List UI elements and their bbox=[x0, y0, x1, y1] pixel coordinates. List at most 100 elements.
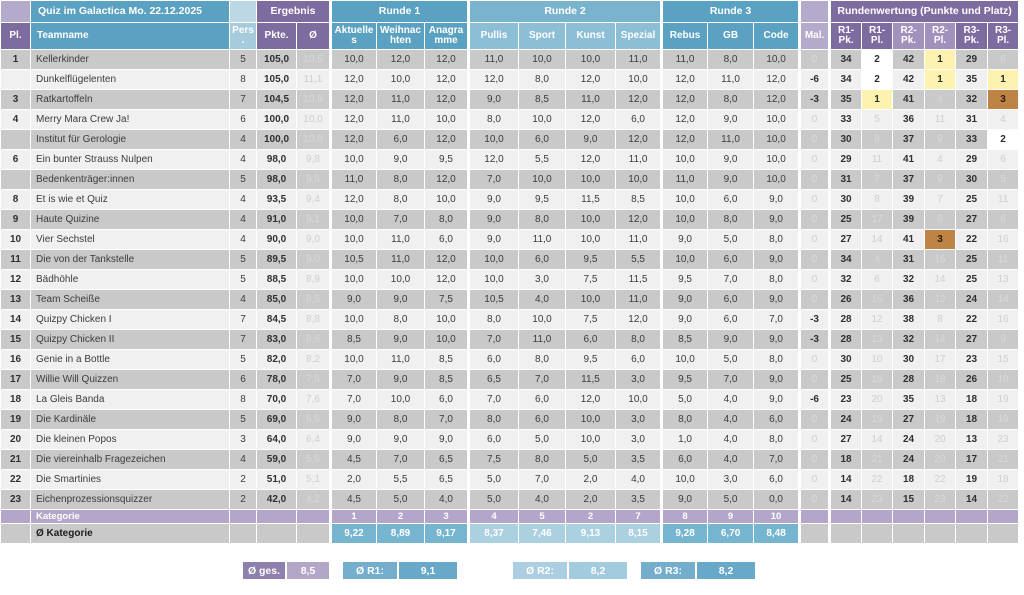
runde3-score-cell: 6,0 bbox=[707, 189, 755, 210]
malus-cell: 0 bbox=[798, 289, 831, 310]
runde2-score-cell: 10,0 bbox=[565, 209, 616, 230]
col-header-weihnachten: Weihnachten bbox=[376, 22, 425, 50]
avg-total-pill: Ø ges. 8,5 bbox=[242, 561, 330, 580]
runde3-score-cell: 4,0 bbox=[707, 409, 755, 430]
r1pk-cell: 29 bbox=[828, 149, 863, 170]
pers-cell: 8 bbox=[229, 69, 257, 90]
runde2-score-cell: 6,0 bbox=[467, 349, 519, 370]
runde3-score-cell: 9,0 bbox=[660, 489, 709, 510]
runde1-score-cell: 2,0 bbox=[329, 469, 377, 490]
points-cell: 105,0 bbox=[256, 49, 297, 70]
rank-cell: 8 bbox=[0, 189, 31, 210]
runde2-score-cell: 7,5 bbox=[467, 449, 519, 470]
malus-cell: 0 bbox=[798, 229, 831, 250]
points-cell: 70,0 bbox=[256, 389, 297, 410]
points-cell: 42,0 bbox=[256, 489, 297, 510]
points-cell: 91,0 bbox=[256, 209, 297, 230]
runde2-score-cell: 10,0 bbox=[518, 309, 566, 330]
r2pk-cell: 27 bbox=[892, 409, 926, 430]
r2pk-cell: 28 bbox=[892, 369, 926, 390]
r3pk-cell: 32 bbox=[955, 89, 989, 110]
col-header-r2pk: R2-Pk. bbox=[892, 22, 926, 50]
runde1-score-cell: 8,0 bbox=[424, 209, 469, 230]
pers-cell: 5 bbox=[229, 269, 257, 290]
runde2-score-cell: 10,0 bbox=[518, 109, 566, 130]
runde2-score-cell: 12,0 bbox=[565, 109, 616, 130]
r3pl-cell: 4 bbox=[987, 109, 1020, 130]
average-empty-cell bbox=[256, 523, 297, 544]
avg-r1-pill: Ø R1: 9,1 bbox=[342, 561, 458, 580]
runde2-score-cell: 7,5 bbox=[565, 309, 616, 330]
col-header-r3pl: R3-Pl. bbox=[987, 22, 1020, 50]
runde3-score-cell: 9,0 bbox=[707, 169, 755, 190]
r1pk-cell: 30 bbox=[828, 129, 863, 150]
rank-cell: 17 bbox=[0, 369, 31, 390]
teamname-cell: Institut für Gerologie bbox=[30, 129, 230, 150]
r2pk-cell: 41 bbox=[892, 149, 926, 170]
runde1-score-cell: 6,5 bbox=[424, 449, 469, 470]
r3pl-cell: 6 bbox=[987, 149, 1020, 170]
rank-cell: 4 bbox=[0, 109, 31, 130]
runde2-score-cell: 7,0 bbox=[467, 389, 519, 410]
teamname-cell: Die Smartinies bbox=[30, 469, 230, 490]
runde3-score-cell: 6,0 bbox=[660, 449, 709, 470]
teamname-cell: Team Scheiße bbox=[30, 289, 230, 310]
r1pl-cell: 11 bbox=[861, 149, 894, 170]
runde3-score-cell: 8,0 bbox=[707, 209, 755, 230]
malus-cell: 0 bbox=[798, 269, 831, 290]
category-average-cell: 8,48 bbox=[753, 523, 801, 544]
malus-cell: 0 bbox=[798, 409, 831, 430]
r1pk-cell: 14 bbox=[828, 469, 863, 490]
r2pk-cell: 42 bbox=[892, 49, 926, 70]
r2pl-cell: 22 bbox=[924, 469, 957, 490]
r2pk-cell: 32 bbox=[892, 329, 926, 350]
r1pl-cell: 23 bbox=[861, 489, 894, 510]
pers-cell: 4 bbox=[229, 189, 257, 210]
runde3-score-cell: 7,0 bbox=[753, 449, 801, 470]
runde1-score-cell: 9,0 bbox=[329, 289, 377, 310]
avg-cell: 8,9 bbox=[296, 269, 331, 290]
runde2-score-cell: 5,5 bbox=[614, 249, 663, 270]
r2pl-cell: 1 bbox=[924, 49, 957, 70]
category-average-cell: 7,46 bbox=[518, 523, 566, 544]
runde2-score-cell: 12,0 bbox=[565, 69, 616, 90]
runde2-score-cell: 12,0 bbox=[614, 209, 663, 230]
avg-cell: 9,8 bbox=[296, 149, 331, 170]
kategorie-number-cell: 3 bbox=[424, 509, 469, 524]
r2pk-cell: 31 bbox=[892, 249, 926, 270]
runde2-score-cell: 9,0 bbox=[467, 189, 519, 210]
team-row: Bedenkenträger:innen 5 98,0 9,8 11,0 8,0 12,0 7… bbox=[0, 169, 1020, 190]
kategorie-label: Kategorie bbox=[30, 509, 230, 524]
col-header-pkte: Pkte. bbox=[256, 22, 297, 50]
r3pl-cell: 10 bbox=[987, 369, 1020, 390]
teamname-cell: Die von der Tankstelle bbox=[30, 249, 230, 270]
r3pk-cell: 18 bbox=[955, 389, 989, 410]
r2pk-cell: 42 bbox=[892, 69, 926, 90]
r1pl-cell: 21 bbox=[861, 449, 894, 470]
runde2-score-cell: 5,5 bbox=[518, 149, 566, 170]
teamname-cell: Eichenprozessionsquizzer bbox=[30, 489, 230, 510]
runde2-score-cell: 5,0 bbox=[518, 429, 566, 450]
runde3-score-cell: 9,5 bbox=[660, 269, 709, 290]
runde1-score-cell: 4,5 bbox=[329, 489, 377, 510]
average-empty-cell bbox=[828, 523, 863, 544]
runde2-score-cell: 6,0 bbox=[614, 349, 663, 370]
r3pk-cell: 25 bbox=[955, 189, 989, 210]
col-header-r1pl: R1-Pl. bbox=[861, 22, 894, 50]
col-header-pl: Pl. bbox=[0, 22, 31, 50]
malus-cell: 0 bbox=[798, 249, 831, 270]
team-row: 21 Die viereinhalb Fragezeichen 4 59,0 5,9 4,… bbox=[0, 449, 1020, 470]
runde1-score-cell: 12,0 bbox=[329, 69, 377, 90]
avg-cell: 9,1 bbox=[296, 209, 331, 230]
results-table: Quiz im Galactica Mo. 22.12.2025 Ergebni… bbox=[0, 0, 1020, 544]
runde2-score-cell: 10,0 bbox=[518, 49, 566, 70]
runde2-score-cell: 8,0 bbox=[518, 449, 566, 470]
r3pk-cell: 25 bbox=[955, 249, 989, 270]
runde1-score-cell: 8,0 bbox=[376, 309, 425, 330]
points-cell: 105,0 bbox=[256, 69, 297, 90]
group-runde3: Runde 3 bbox=[660, 0, 801, 23]
average-empty-cell bbox=[0, 523, 31, 544]
malus-cell: 0 bbox=[798, 49, 831, 70]
r1pl-cell: 12 bbox=[861, 309, 894, 330]
runde2-score-cell: 12,0 bbox=[614, 309, 663, 330]
